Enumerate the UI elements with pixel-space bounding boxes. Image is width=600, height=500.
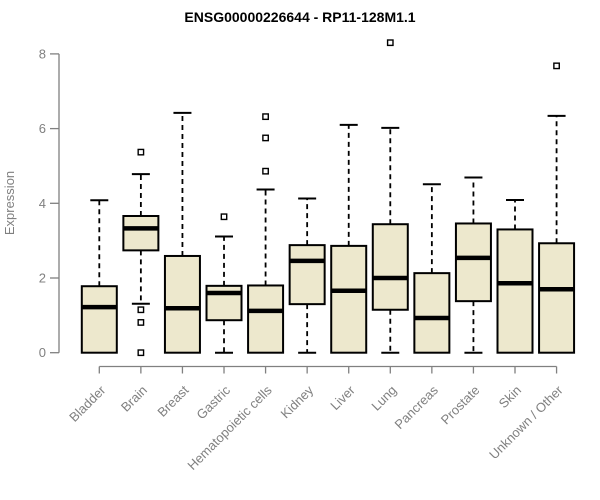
- box-bladder: [80, 285, 118, 354]
- outlier-point: [137, 349, 145, 357]
- outlier-point: [262, 167, 269, 175]
- x-axis-tick-label: Prostate: [438, 383, 483, 428]
- x-axis-tick-label: Skin: [496, 383, 524, 411]
- outlier-point: [137, 306, 145, 314]
- outlier-point: [262, 134, 269, 142]
- x-axis-tick-label: Pancreas: [392, 382, 442, 432]
- box-kidney: [288, 244, 326, 306]
- outlier-point: [553, 62, 560, 70]
- x-axis-tick-label: Unknown / Other: [486, 382, 566, 462]
- outlier-point: [386, 39, 394, 47]
- box-breast: [163, 254, 201, 354]
- y-axis-label: Expression: [2, 171, 17, 235]
- x-axis-tick-label: Bladder: [66, 382, 109, 425]
- x-axis-tick-label: Brain: [118, 383, 150, 415]
- outlier-point: [137, 319, 145, 326]
- x-axis-tick-label: Gastric: [193, 382, 233, 422]
- y-axis-tick-label: 0: [39, 345, 46, 360]
- box-lung: [371, 223, 409, 311]
- outlier-point: [262, 113, 269, 121]
- x-axis-tick-label: Breast: [154, 382, 191, 419]
- box-skin: [496, 228, 534, 354]
- box-prostate: [454, 222, 492, 303]
- y-axis-tick-label: 8: [39, 46, 46, 61]
- outlier-point: [137, 148, 145, 156]
- box-brain: [122, 214, 160, 252]
- box-unknown-other: [538, 242, 576, 354]
- box-hematopoietic-cells: [247, 284, 285, 354]
- box-pancreas: [413, 272, 451, 354]
- chart-title: ENSG00000226644 - RP11-128M1.1: [184, 9, 415, 25]
- y-axis-tick-label: 6: [39, 121, 46, 136]
- y-axis-tick-label: 4: [39, 196, 46, 211]
- box-liver: [330, 244, 368, 354]
- y-axis-tick-label: 2: [39, 271, 46, 286]
- x-axis-tick-label: Kidney: [278, 382, 317, 421]
- outlier-point: [220, 213, 228, 221]
- x-axis-tick-label: Lung: [368, 383, 399, 414]
- x-axis-tick-label: Liver: [327, 382, 358, 413]
